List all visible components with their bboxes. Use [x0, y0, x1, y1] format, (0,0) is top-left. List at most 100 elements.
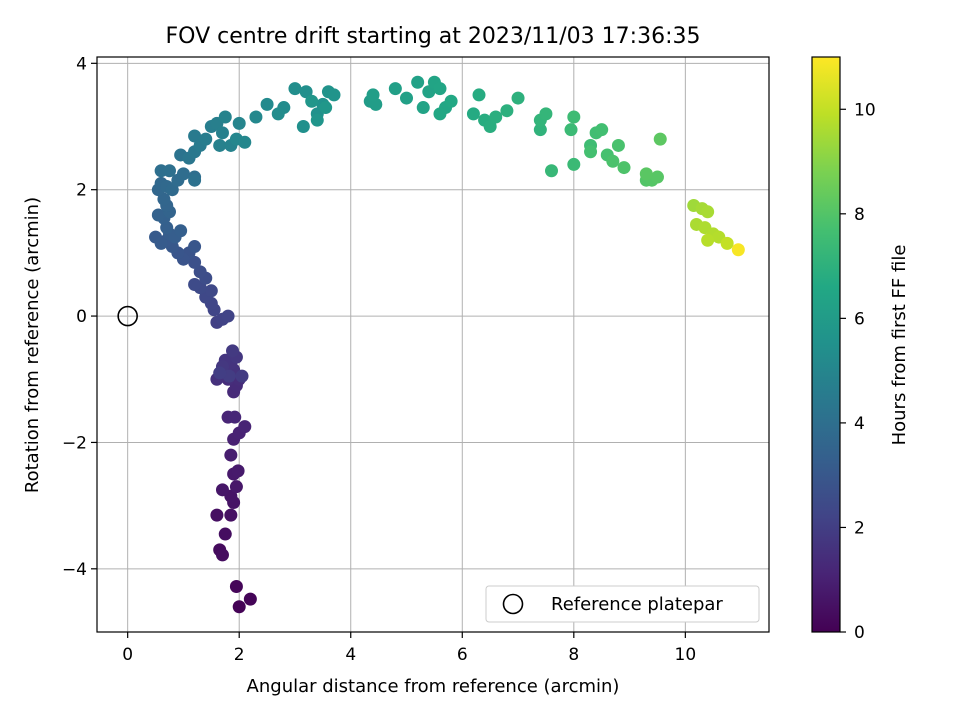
data-point-46 [188, 255, 202, 269]
data-point-127 [567, 157, 581, 171]
data-point-110 [416, 101, 430, 115]
data-point-126 [545, 164, 559, 178]
data-point-90 [260, 97, 274, 111]
colorbar-tick-label-3: 6 [854, 309, 865, 329]
data-point-69 [176, 167, 190, 181]
plot-frame [96, 56, 770, 633]
data-point-114 [433, 107, 447, 121]
data-point-101 [305, 94, 319, 108]
y-tick-label-4: 4 [76, 54, 87, 74]
data-point-135 [611, 138, 625, 152]
data-point-88 [238, 135, 252, 149]
data-point-137 [617, 161, 631, 175]
data-point-19 [228, 410, 242, 424]
data-point-0 [232, 600, 246, 614]
data-point-125 [539, 107, 553, 121]
y-tick-label-3: 2 [76, 181, 87, 201]
legend-label: Reference platepar [551, 594, 723, 615]
data-point-141 [639, 167, 653, 181]
data-point-11 [229, 480, 243, 494]
data-point-119 [483, 120, 497, 134]
data-point-63 [157, 192, 171, 206]
data-point-14 [224, 448, 238, 462]
reference-marker [117, 305, 138, 327]
colorbar-tick-label-2: 4 [854, 414, 865, 434]
grid [97, 57, 769, 632]
data-point-150 [701, 233, 715, 247]
data-point-82 [215, 126, 229, 140]
data-point-85 [218, 110, 232, 124]
legend-box [485, 585, 760, 623]
data-point-129 [567, 110, 581, 124]
data-point-17 [238, 420, 252, 434]
x-tick-label-0: 0 [122, 645, 133, 665]
data-point-115 [444, 94, 458, 108]
legend: Reference platepar [485, 585, 760, 623]
data-point-121 [500, 104, 514, 118]
data-point-89 [249, 110, 263, 124]
data-point-6 [210, 508, 224, 522]
colorbar-tick-label-0: 0 [854, 623, 865, 643]
y-tick-label-2: 0 [76, 307, 87, 327]
colorbar-axis: 0 2 4 6 8 10 [840, 100, 876, 643]
data-point-107 [400, 91, 414, 105]
data-point-54 [154, 236, 168, 250]
data-point-133 [584, 145, 598, 159]
data-point-34 [213, 366, 227, 380]
data-point-112 [433, 82, 447, 96]
data-point-99 [327, 88, 341, 102]
data-point-92 [271, 107, 285, 121]
data-point-106 [388, 82, 402, 96]
data-points [149, 75, 745, 614]
data-point-57 [174, 224, 188, 238]
data-point-32 [235, 369, 249, 383]
data-point-122 [511, 91, 525, 105]
data-point-72 [162, 164, 176, 178]
data-point-41 [204, 284, 218, 298]
data-point-94 [299, 85, 313, 99]
y-axis: −4 −2 0 2 4 [62, 54, 97, 580]
data-point-45 [193, 265, 207, 279]
data-point-73 [188, 173, 202, 187]
x-tick-label-4: 8 [568, 645, 579, 665]
colorbar-tick-label-5: 10 [854, 100, 876, 120]
data-point-79 [199, 132, 213, 146]
data-point-142 [653, 132, 667, 146]
data-point-136 [606, 154, 620, 168]
legend-marker [502, 593, 524, 615]
data-point-67 [165, 183, 179, 197]
data-point-83 [213, 138, 227, 152]
data-point-1 [243, 592, 257, 606]
data-point-60 [151, 208, 165, 222]
data-point-31 [226, 344, 240, 358]
chart-title: FOV centre drift starting at 2023/11/03 … [166, 24, 701, 49]
x-axis: 0 2 4 6 8 10 [122, 632, 696, 665]
data-point-109 [422, 85, 436, 99]
data-point-86 [232, 116, 246, 130]
x-tick-label-2: 4 [345, 645, 356, 665]
data-point-132 [595, 123, 609, 137]
data-point-140 [650, 170, 664, 184]
colorbar-tick-label-4: 8 [854, 205, 865, 225]
y-tick-label-0: −4 [62, 560, 87, 580]
y-tick-label-1: −2 [62, 433, 87, 453]
colorbar-tick-label-1: 2 [854, 518, 865, 538]
x-tick-label-5: 10 [675, 645, 697, 665]
data-point-151 [720, 236, 734, 250]
colorbar [811, 56, 841, 633]
data-point-116 [466, 107, 480, 121]
data-point-37 [221, 309, 235, 323]
x-tick-label-3: 6 [457, 645, 468, 665]
data-point-43 [188, 277, 202, 291]
data-point-50 [188, 240, 202, 254]
data-point-5 [218, 527, 232, 541]
y-axis-label: Rotation from reference (arcmin) [22, 197, 43, 493]
data-point-7 [224, 508, 238, 522]
colorbar-label: Hours from first FF file [889, 245, 910, 446]
x-axis-label: Angular distance from reference (arcmin) [247, 676, 620, 697]
data-point-152 [731, 243, 745, 257]
data-point-95 [296, 120, 310, 134]
x-tick-label-1: 2 [234, 645, 245, 665]
data-point-102 [319, 101, 333, 115]
